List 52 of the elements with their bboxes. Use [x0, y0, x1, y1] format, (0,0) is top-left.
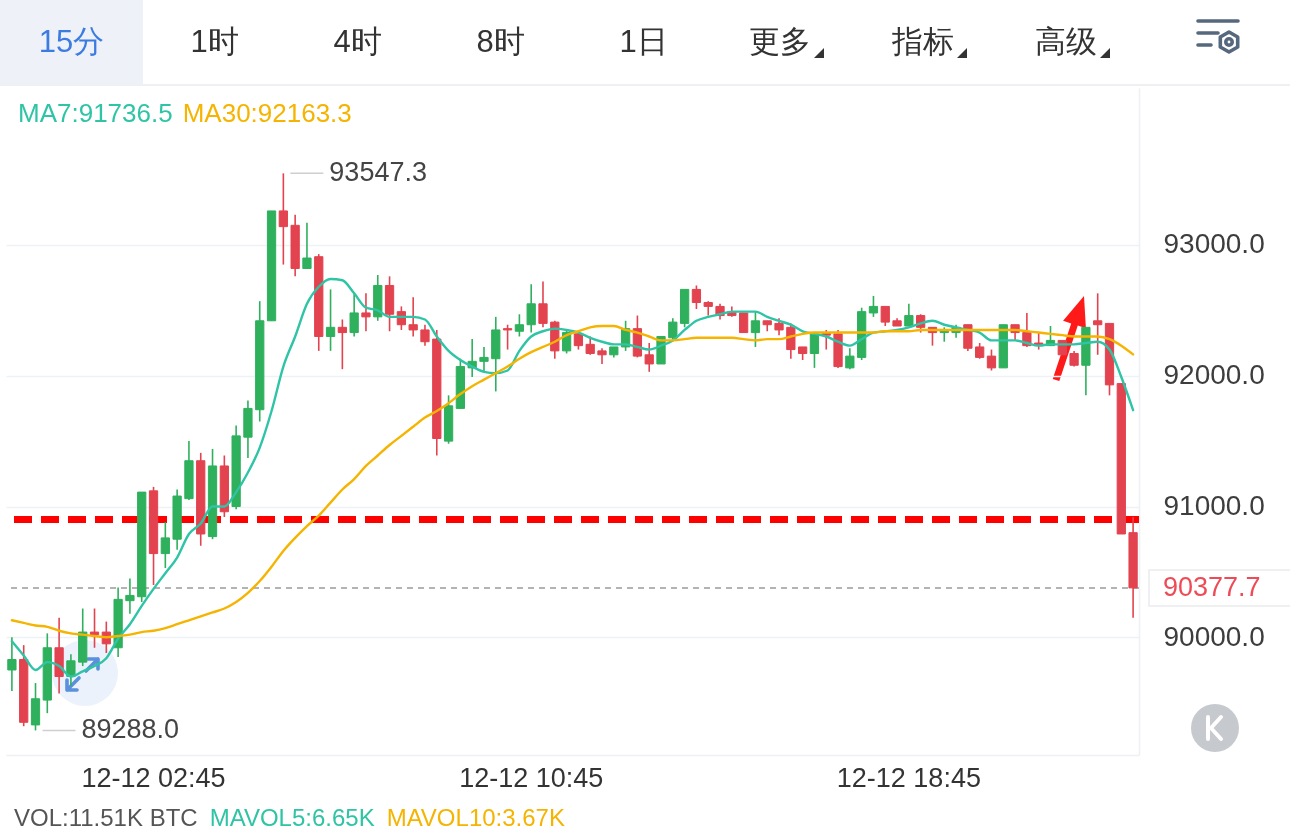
- text: MA7:91736.5: [18, 98, 173, 128]
- text: MAVOL5:6.65K: [209, 804, 375, 832]
- candlestick: [349, 291, 359, 338]
- y-tick-label: 91000.0: [1163, 490, 1265, 522]
- candlestick: [644, 342, 654, 373]
- text: MAVOL10:3.67K: [386, 804, 565, 832]
- y-tick-label: 90000.0: [1163, 620, 1265, 652]
- text: 高级: [1035, 23, 1097, 61]
- x-tick-label: 12-12 02:45: [81, 762, 226, 793]
- candlestick: [325, 288, 336, 352]
- candlestick: [514, 313, 525, 338]
- candlestick: [868, 295, 879, 318]
- annotation: 89288.0: [81, 714, 180, 745]
- candlestick: [750, 310, 761, 348]
- candlestick: [479, 346, 489, 373]
- text: 指标: [892, 23, 954, 61]
- text: 1日: [619, 23, 668, 61]
- candlestick: [420, 323, 430, 347]
- candlestick: [502, 323, 513, 351]
- text: 4时: [333, 23, 382, 61]
- candlestick: [160, 521, 170, 569]
- candlestick: [963, 323, 973, 352]
- y-tick-label: 92000.0: [1163, 359, 1265, 391]
- candlestick: [1093, 292, 1103, 356]
- candlestick: [538, 280, 548, 329]
- text: 90377.7: [1163, 571, 1261, 602]
- candlestick: [125, 577, 135, 615]
- candlestick: [986, 348, 997, 372]
- candlestick: [880, 305, 890, 327]
- candlestick: [89, 607, 100, 649]
- candlestick: [361, 292, 371, 333]
- x-tick-label: 12-12 18:45: [836, 762, 981, 793]
- candlestick: [585, 335, 595, 356]
- candlestick: [786, 322, 796, 360]
- candlestick: [278, 172, 288, 266]
- candlestick: [337, 318, 347, 370]
- x-tick-label: 12-12 10:45: [459, 762, 604, 793]
- candlestick: [668, 317, 678, 340]
- text: VOL:11.51K BTC: [14, 804, 198, 832]
- text: 1时: [190, 23, 239, 61]
- text: 8时: [476, 23, 525, 61]
- text: 更多: [749, 23, 811, 61]
- text: 15分: [38, 23, 105, 61]
- candlestick: [408, 296, 418, 338]
- candlestick: [302, 221, 312, 270]
- candlestick: [7, 636, 17, 692]
- annotation: 93547.3: [329, 157, 427, 188]
- y-tick-label: 93000.0: [1163, 228, 1265, 260]
- line-series: [10, 277, 1135, 678]
- text: MA30:92163.3: [182, 98, 352, 128]
- candlestick: [526, 283, 536, 334]
- candlestick: [691, 284, 702, 310]
